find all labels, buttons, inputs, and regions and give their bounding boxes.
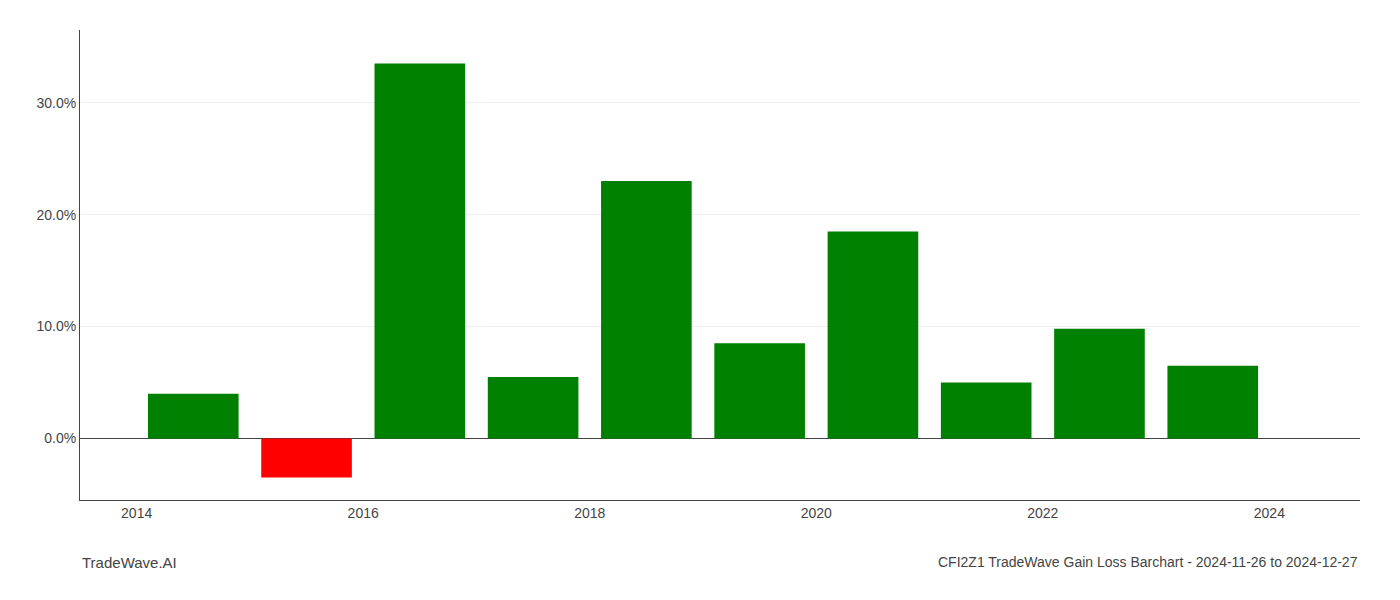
svg-text:CFI2Z1 TradeWave Gain Loss Bar: CFI2Z1 TradeWave Gain Loss Barchart - 20… [938, 554, 1358, 570]
svg-text:0.0%: 0.0% [44, 430, 76, 446]
svg-text:2022: 2022 [1027, 505, 1058, 521]
svg-text:2024: 2024 [1254, 505, 1285, 521]
svg-text:10.0%: 10.0% [36, 318, 76, 334]
svg-text:2014: 2014 [121, 505, 152, 521]
svg-text:TradeWave.AI: TradeWave.AI [82, 554, 177, 571]
svg-text:2018: 2018 [574, 505, 605, 521]
svg-text:20.0%: 20.0% [36, 207, 76, 223]
svg-text:2016: 2016 [348, 505, 379, 521]
svg-text:2020: 2020 [801, 505, 832, 521]
svg-text:30.0%: 30.0% [36, 95, 76, 111]
